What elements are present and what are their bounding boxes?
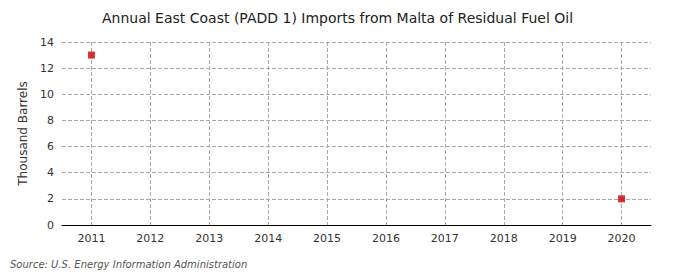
svg-text:4: 4 bbox=[47, 166, 54, 179]
svg-text:6: 6 bbox=[47, 140, 54, 153]
svg-text:8: 8 bbox=[47, 114, 54, 127]
svg-text:2017: 2017 bbox=[431, 232, 459, 245]
svg-text:12: 12 bbox=[40, 62, 54, 75]
svg-text:2016: 2016 bbox=[372, 232, 400, 245]
svg-text:2011: 2011 bbox=[77, 232, 105, 245]
svg-text:2018: 2018 bbox=[490, 232, 518, 245]
svg-text:14: 14 bbox=[40, 36, 54, 49]
svg-text:2015: 2015 bbox=[313, 232, 341, 245]
svg-text:2020: 2020 bbox=[608, 232, 636, 245]
svg-text:2014: 2014 bbox=[254, 232, 282, 245]
svg-text:2012: 2012 bbox=[136, 232, 164, 245]
svg-text:0: 0 bbox=[47, 219, 54, 232]
svg-text:2019: 2019 bbox=[549, 232, 577, 245]
svg-text:Annual East Coast (PADD 1) Imp: Annual East Coast (PADD 1) Imports from … bbox=[102, 10, 573, 26]
svg-text:2: 2 bbox=[47, 192, 54, 205]
svg-text:2013: 2013 bbox=[195, 232, 223, 245]
svg-text:10: 10 bbox=[40, 88, 54, 101]
svg-text:Thousand Barrels: Thousand Barrels bbox=[16, 81, 30, 186]
svg-text:Source: U.S. Energy Informatio: Source: U.S. Energy Information Administ… bbox=[10, 259, 247, 270]
